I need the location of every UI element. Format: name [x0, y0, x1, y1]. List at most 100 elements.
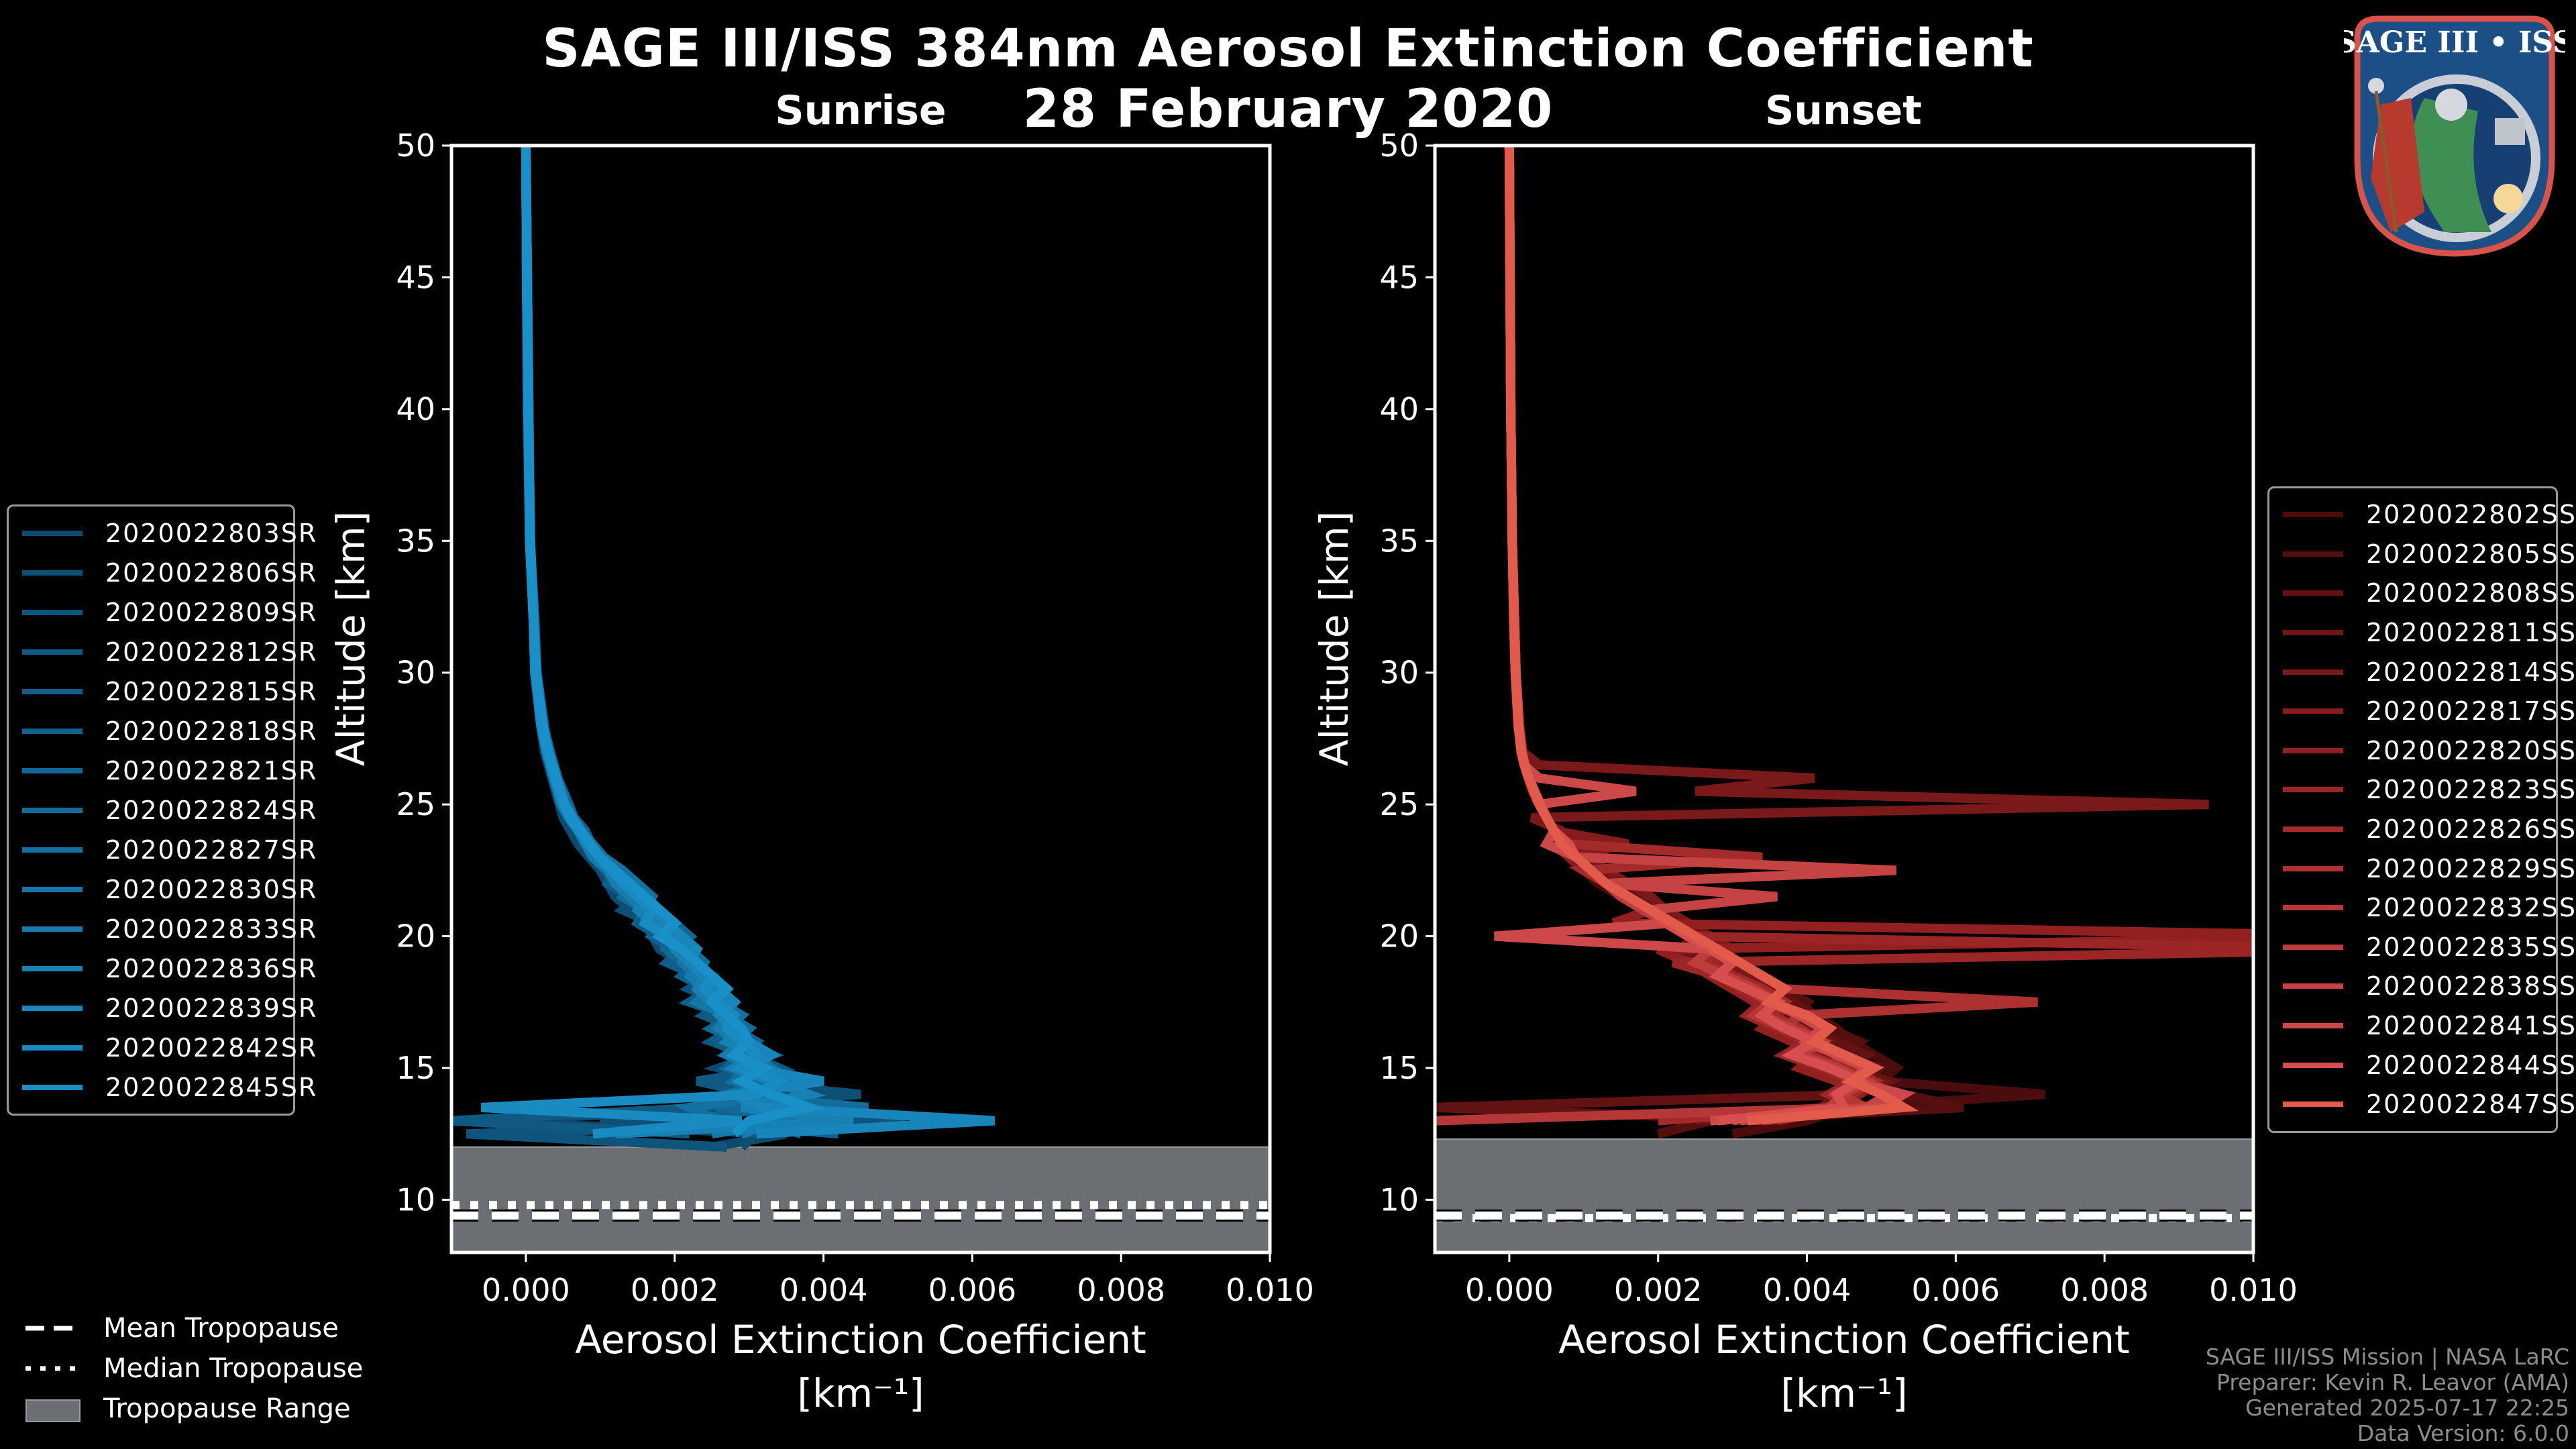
legend-swatch-icon [2283, 590, 2343, 596]
y-tick-label: 45 [396, 259, 435, 295]
legend-item: 2020022845SR [22, 1067, 316, 1107]
x-tick-label: 0.006 [928, 1272, 1017, 1308]
legend-item: 2020022823SS [2283, 770, 2575, 810]
axes-frame [1433, 144, 2255, 1254]
legend-item: 2020022811SS [2283, 613, 2575, 653]
legend-item: 2020022838SS [2283, 967, 2575, 1006]
legend-label: 2020022833SR [105, 914, 318, 944]
legend-label: Tropopause Range [103, 1393, 351, 1424]
profile-line-2020022827SR [521, 146, 780, 1138]
range-patch-icon [25, 1399, 80, 1422]
legend-swatch-icon [22, 649, 83, 655]
y-tick-label: 40 [396, 391, 435, 427]
legend-label: 2020022802SS [2366, 500, 2576, 530]
x-tick-label: 0.008 [2060, 1272, 2149, 1308]
sunset-panel: 0.000 0.002 0.004 0.006 0.008 0.010 10 15 20 25 30… [1311, 127, 2298, 1416]
y-tick-label: 50 [1379, 127, 1419, 164]
legend-label: 2020022821SR [105, 755, 318, 786]
legend-swatch-icon [2283, 865, 2343, 871]
sunset-panel-title: Sunset [1765, 87, 1922, 134]
legend-item: 2020022815SR [22, 672, 316, 711]
sage-iii-iss-logo: SAGE III • ISS [2344, 15, 2565, 257]
legend-swatch-icon [2283, 512, 2343, 518]
legend-swatch-icon [22, 807, 83, 813]
legend-swatch-icon [22, 728, 83, 734]
legend-label: 2020022811SS [2366, 618, 2576, 648]
legend-swatch-icon [22, 1005, 83, 1011]
y-tick-label: 10 [396, 1181, 435, 1218]
legend-item: 2020022829SS [2283, 849, 2575, 888]
legend-item: 2020022806SR [22, 553, 316, 592]
y-axis-label: Altitude [km] [1311, 511, 1357, 766]
legend-swatch-icon [22, 767, 83, 773]
legend-item: 2020022847SS [2283, 1085, 2575, 1124]
profile-line-2020022845SR [521, 146, 826, 1138]
legend-item: 2020022802SS [2283, 495, 2575, 535]
legend-item: 2020022836SR [22, 949, 316, 988]
legend-item: 2020022818SR [22, 711, 316, 751]
sunset-legend: 2020022802SS 2020022805SS 2020022808SS 2020… [2267, 486, 2575, 1133]
dashed-line-icon [25, 1318, 80, 1338]
dotted-line-icon [25, 1358, 80, 1379]
legend-swatch-icon [22, 1044, 83, 1051]
credits-block: SAGE III/ISS Mission | NASA LaRC Prepare… [2206, 1344, 2569, 1446]
plot-area [451, 146, 1270, 1252]
legend-swatch-icon [2283, 905, 2343, 911]
legend-swatch-icon [2283, 669, 2343, 675]
x-tick-label: 0.010 [2209, 1272, 2298, 1308]
profile-line-2020022823SS [1435, 146, 2253, 1126]
legend-swatch-icon [2283, 944, 2343, 950]
profile-line-2020022817SS [1504, 146, 1874, 1126]
figure-date: 28 February 2020 [1022, 79, 1554, 140]
sun-icon [2493, 184, 2523, 213]
legend-swatch-icon [2283, 1023, 2343, 1029]
profile-line-2020022803SR [451, 146, 810, 1152]
legend-item: 2020022824SR [22, 790, 316, 830]
x-tick-label: 0.010 [1226, 1272, 1314, 1308]
legend-label: 2020022839SR [105, 993, 318, 1023]
legend-label: Mean Tropopause [103, 1313, 339, 1344]
x-tick-label: 0.004 [780, 1272, 868, 1308]
legend-label: 2020022845SR [105, 1072, 318, 1102]
y-axis-label: Altitude [km] [328, 511, 374, 766]
y-tick-label: 45 [1379, 259, 1419, 295]
legend-label: 2020022832SS [2366, 893, 2576, 923]
legend-swatch-icon [22, 1084, 83, 1090]
sunrise-panel: 0.000 0.002 0.004 0.006 0.008 0.010 10 15 20 25 30… [328, 127, 1314, 1416]
y-tick-label: 30 [396, 655, 435, 691]
x-axis-units: [km⁻¹] [1780, 1371, 1907, 1416]
legend-label: 2020022806SR [105, 557, 318, 588]
legend-item: 2020022817SS [2283, 692, 2575, 731]
profile-line-2020022826SS [1504, 146, 1884, 1126]
x-tick-label: 0.002 [631, 1272, 719, 1308]
legend-swatch-icon [22, 847, 83, 853]
legend-item: 2020022833SR [22, 909, 316, 949]
y-tick-label: 25 [1379, 786, 1419, 822]
legend-swatch-icon [2283, 826, 2343, 833]
legend-swatch-icon [22, 965, 83, 971]
tropopause-legend: Mean Tropopause Median Tropopause Tropop… [25, 1308, 363, 1429]
sunrise-legend: 2020022803SR 2020022806SR 2020022809SR 2020… [7, 504, 316, 1116]
legend-label: 2020022803SR [105, 518, 318, 548]
profile-line-2020022818SR [521, 146, 839, 1139]
legend-swatch-icon [22, 530, 83, 536]
profile-line-2020022808SS [1435, 146, 1902, 1126]
y-tick-label: 15 [1379, 1050, 1419, 1086]
earth-icon [2411, 98, 2491, 232]
iss-icon [2495, 118, 2525, 145]
x-tick-label: 0.004 [1763, 1272, 1851, 1308]
legend-item: 2020022809SR [22, 592, 316, 632]
profile-line-2020022835SS [1504, 146, 1877, 1126]
y-tick-label: 25 [396, 786, 435, 822]
y-tick-label: 35 [396, 523, 435, 559]
profile-line-2020022811SS [1504, 146, 1895, 1126]
legend-item: 2020022820SS [2283, 731, 2575, 771]
legend-item: 2020022844SS [2283, 1045, 2575, 1085]
credit-generated: Generated 2025-07-17 22:25 [2245, 1395, 2569, 1421]
axes-frame [449, 144, 1272, 1254]
legend-swatch-icon [22, 688, 83, 694]
legend-label: 2020022835SS [2366, 932, 2576, 962]
legend-label: 2020022817SS [2366, 696, 2576, 727]
legend-label: 2020022829SS [2366, 853, 2576, 883]
legend-swatch-icon [2283, 1102, 2343, 1108]
